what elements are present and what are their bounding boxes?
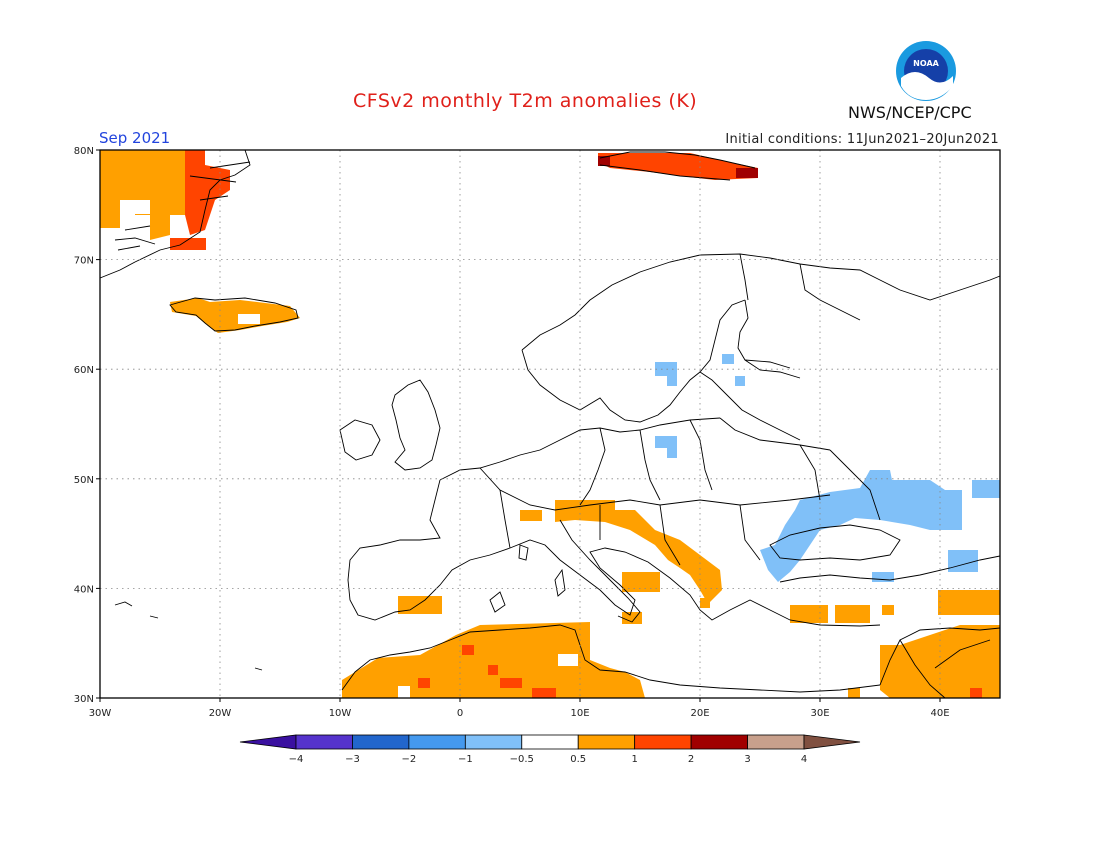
initial-conditions: Initial conditions: 11Jun2021–20Jun2021 [725,132,999,147]
lon-label: 30W [89,708,112,719]
lon-label: 10W [329,708,352,719]
anomaly-alps-balkans [520,500,722,624]
colorbar-swatch [690,734,748,750]
lat-label: 30N [74,694,94,705]
anomaly-fills [100,150,1000,698]
colorbar-label: −4 [289,754,304,765]
lon-label: 20W [209,708,232,719]
colorbar-label: −1 [458,754,473,765]
lat-label: 70N [74,256,94,267]
colorbar-swatch [577,734,636,750]
svg-text:NOAA: NOAA [913,59,939,68]
colorbar-label: 4 [801,754,807,765]
colorbar-label: 2 [688,754,694,765]
colorbar-label: −2 [402,754,417,765]
colorbar-label: −3 [345,754,360,765]
lat-label: 80N [74,146,94,157]
anomaly-middle-east [790,590,1000,698]
colorbar-swatch [352,734,410,750]
anomaly-greenland-east [100,150,188,240]
colorbar-swatch [295,734,353,750]
colorbar-low-arrow [239,734,297,750]
colorbar-label: −0.5 [510,754,534,765]
colorbar-high-arrow [803,734,861,750]
lat-label: 40N [74,584,94,595]
lon-label: 40E [930,708,949,719]
valid-month: Sep 2021 [99,129,171,147]
colorbar-swatch [464,734,523,750]
anomaly-greenland-coast [170,150,230,250]
noaa-logo-icon: NOAA [896,41,956,101]
anomaly-ukraine-russia [655,354,1000,582]
lat-label: 60N [74,365,94,376]
map-frame [99,149,1001,699]
anomaly-iceland [170,298,300,333]
coastlines [99,149,1001,699]
lon-label: 10E [570,708,589,719]
lon-label: 30E [810,708,829,719]
lon-label: 20E [690,708,709,719]
colorbar-label: 1 [631,754,637,765]
colorbar-swatch [408,734,466,750]
lon-label: 0 [457,708,463,719]
colorbar-legend: −4 −3 −2 −1 −0.5 0.5 1 2 3 4 [239,734,861,765]
map-gridlines [100,150,1000,698]
colorbar-swatch [521,734,579,750]
colorbar-swatch [634,734,692,750]
map-title: CFSv2 monthly T2m anomalies (K) [353,90,698,112]
latitude-labels: 80N 70N 60N 50N 40N 30N [74,146,100,705]
lat-label: 50N [74,475,94,486]
colorbar-label: 3 [744,754,750,765]
longitude-labels: 30W 20W 10W 0 10E 20E 30E 40E [89,698,950,719]
colorbar-swatch [747,734,805,750]
anomaly-north-africa [342,596,645,698]
colorbar-label: 0.5 [570,754,586,765]
agency-label: NWS/NCEP/CPC [848,103,972,122]
